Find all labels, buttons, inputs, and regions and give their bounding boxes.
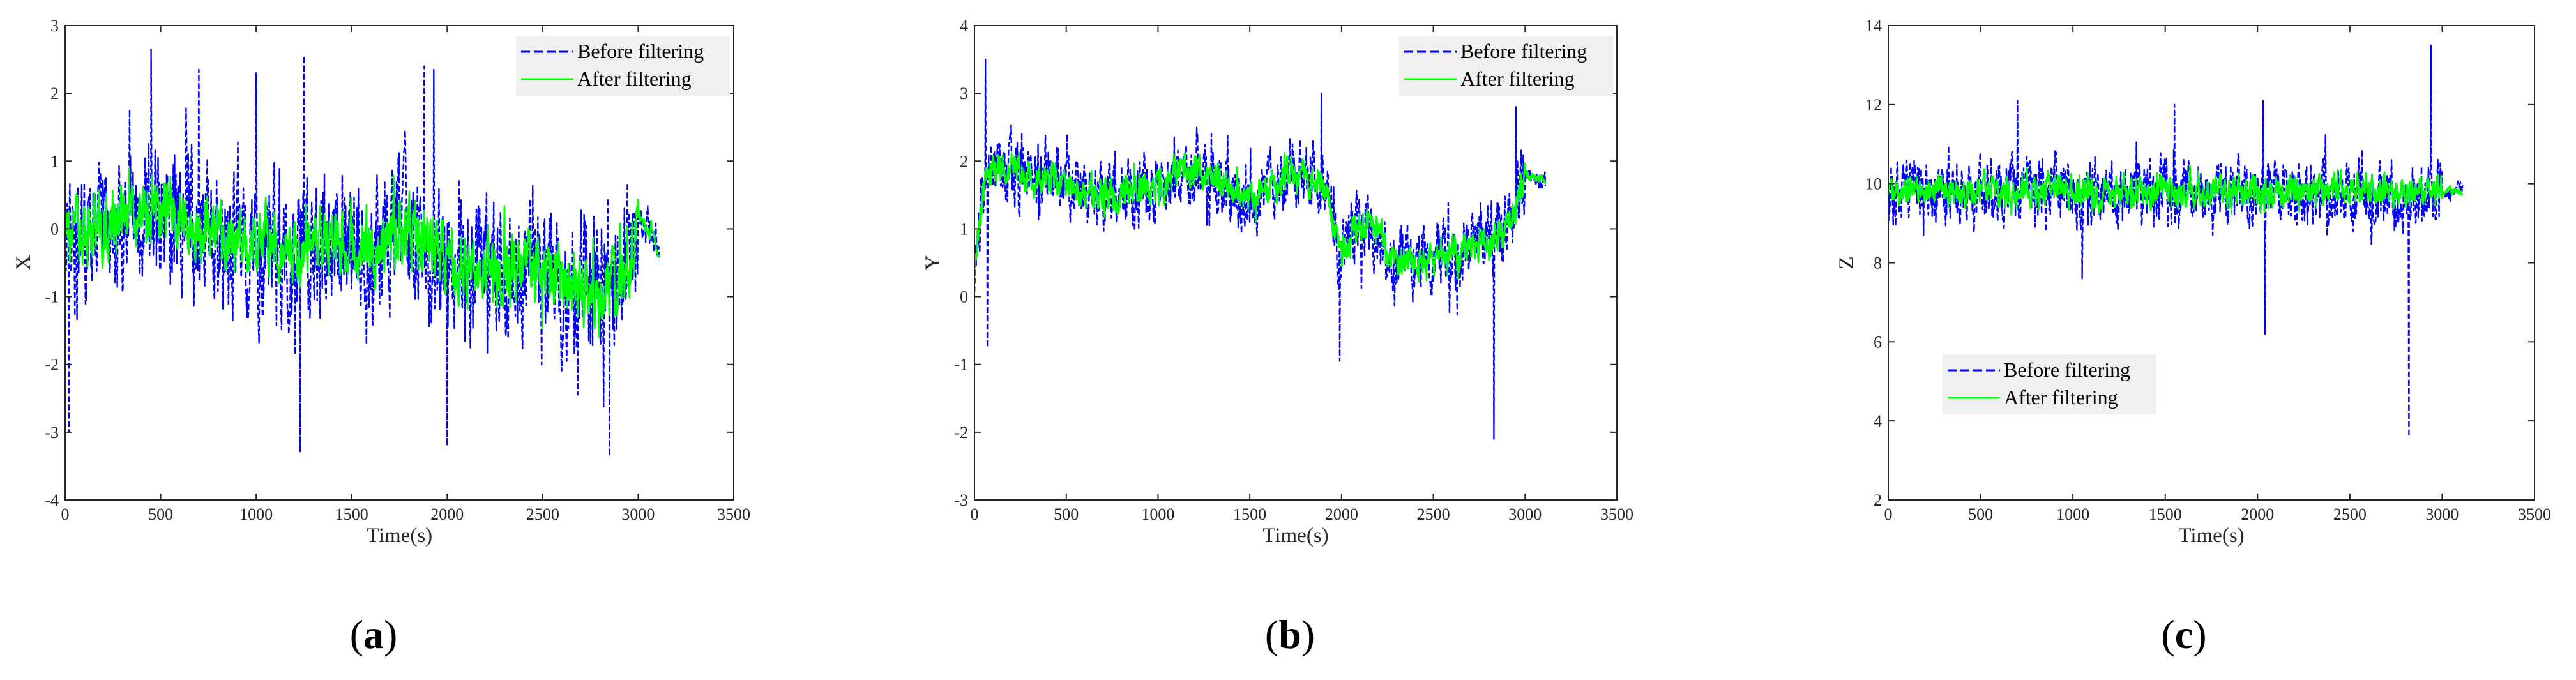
x-axis-label: Time(s): [1262, 524, 1328, 547]
y-tick-label: 8: [1874, 254, 1882, 273]
axes-box: [1888, 25, 2535, 501]
legend: Before filtering After filtering: [1399, 36, 1613, 96]
legend-box: [516, 36, 730, 96]
x-tick-label: 1000: [1141, 505, 1174, 524]
legend-label: Before filtering: [2004, 358, 2130, 381]
legend-label: Before filtering: [577, 40, 704, 63]
legend: Before filtering After filtering: [1943, 354, 2156, 414]
panel-caption: (a): [350, 612, 398, 657]
y-tick-label: -4: [45, 491, 59, 510]
x-tick-label: 3000: [2425, 505, 2459, 524]
x-tick-label: 2000: [430, 505, 464, 524]
legend: Before filtering After filtering: [516, 36, 730, 96]
x-tick-label: 3500: [1600, 505, 1633, 524]
axes-box: [974, 25, 1618, 501]
legend-box: [1399, 36, 1613, 96]
plot-area: [974, 58, 1547, 440]
x-tick-label: 500: [1054, 505, 1079, 524]
y-tick-label: -1: [45, 288, 59, 306]
y-axis-label: X: [12, 255, 35, 270]
x-tick-label: 2000: [1325, 505, 1358, 524]
y-tick-label: -2: [954, 423, 968, 442]
y-tick-label: 3: [960, 84, 968, 103]
x-tick-label: 3000: [621, 505, 655, 524]
x-tick-label: 1000: [2056, 505, 2089, 524]
x-tick-label: 1000: [239, 505, 273, 524]
chart-panel-a: 0 500 1000 1500 2000 2500 3000 3500 -4 -3 -2 -1 0 1 2 3…: [12, 17, 750, 657]
panel-caption: (b): [1265, 612, 1315, 657]
chart-panel-c: 0 500 1000 1500 2000 2500 3000 3500 2 4 6 8 10 12 14 Ti…: [1835, 17, 2551, 657]
y-tick-label: 2: [1874, 491, 1882, 510]
legend-label: Before filtering: [1460, 40, 1587, 63]
y-tick-label: 1: [50, 152, 59, 170]
x-tick-label: 2500: [2333, 505, 2367, 524]
y-tick-label: 0: [960, 288, 968, 306]
panel-caption: (c): [2161, 612, 2206, 657]
plot-area: [1888, 44, 2464, 438]
x-tick-label: 0: [971, 505, 979, 524]
y-tick-label: 1: [960, 220, 968, 238]
y-tick-label: 10: [1865, 175, 1882, 193]
x-tick-label: 2500: [526, 505, 559, 524]
series-line-before-filtering: [974, 58, 1547, 440]
y-tick-label: -1: [954, 356, 968, 374]
y-axis-label: Z: [1835, 256, 1858, 269]
x-tick-label: 500: [148, 505, 173, 524]
y-tick-label: 2: [960, 152, 968, 170]
y-tick-label: 0: [50, 220, 59, 238]
y-tick-label: -3: [45, 423, 59, 442]
y-tick-label: -2: [45, 356, 59, 374]
y-axis-label: Y: [921, 255, 944, 271]
x-tick-label: 3500: [717, 505, 750, 524]
x-tick-label: 1500: [335, 505, 368, 524]
x-tick-label: 0: [1884, 505, 1893, 524]
x-axis-label: Time(s): [367, 524, 432, 547]
y-tick-label: 12: [1865, 96, 1882, 114]
y-tick-label: -3: [954, 491, 968, 510]
y-tick-label: 2: [50, 84, 59, 103]
x-tick-label: 500: [1968, 505, 1993, 524]
plot-area: [65, 48, 660, 457]
y-tick-label: 14: [1865, 17, 1882, 35]
series-line-after-filtering: [65, 167, 660, 338]
legend-label: After filtering: [1460, 67, 1575, 90]
y-tick-label: 4: [1874, 412, 1882, 430]
x-tick-label: 3000: [1508, 505, 1542, 524]
legend-label: After filtering: [2004, 386, 2118, 409]
x-tick-label: 2500: [1417, 505, 1450, 524]
axes-box: [64, 25, 734, 501]
y-tick-label: 6: [1874, 333, 1882, 351]
x-tick-label: 0: [61, 505, 70, 524]
legend-box: [1943, 354, 2156, 414]
x-tick-label: 1500: [2149, 505, 2182, 524]
series-line-after-filtering: [974, 151, 1547, 283]
x-axis-label: Time(s): [2178, 524, 2244, 547]
chart-panel-b: 0 500 1000 1500 2000 2500 3000 3500 -3 -2 -1 0 1 2 3 4 T…: [921, 17, 1633, 657]
x-tick-label: 1500: [1233, 505, 1266, 524]
y-tick-label: 3: [50, 17, 59, 35]
legend-label: After filtering: [577, 67, 692, 90]
series-line-after-filtering: [1888, 165, 2464, 216]
x-tick-label: 2000: [2241, 505, 2274, 524]
y-tick-label: 4: [960, 17, 968, 35]
x-tick-label: 3500: [2518, 505, 2551, 524]
